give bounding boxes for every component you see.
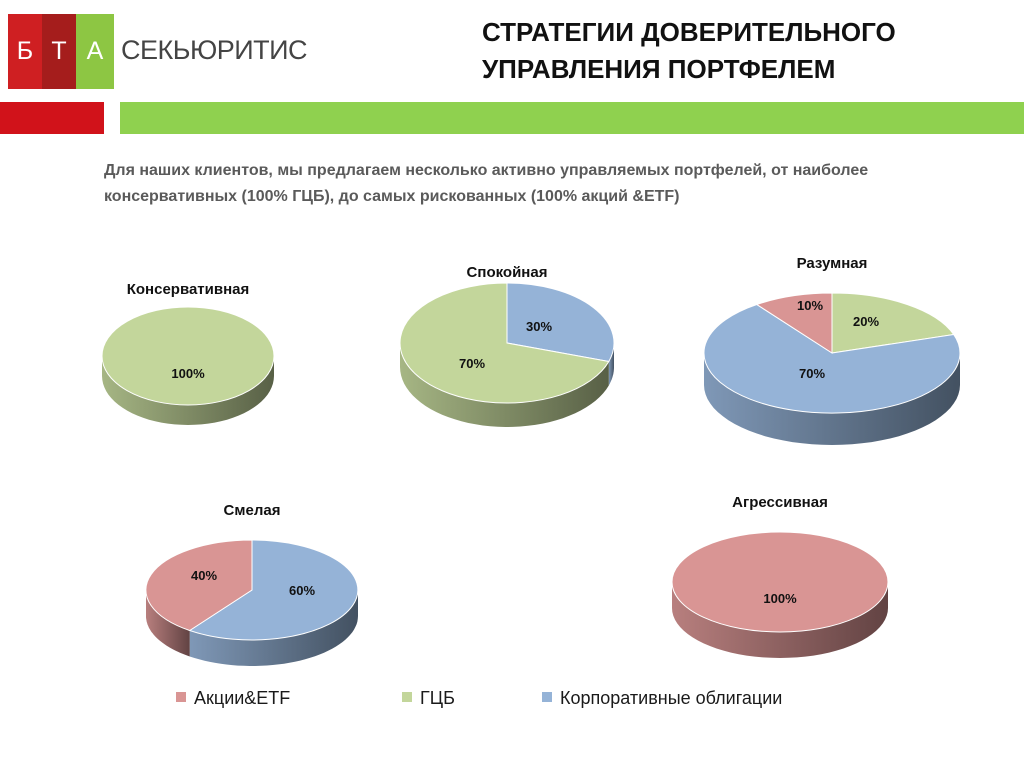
- header-accent-bar-red: [0, 102, 104, 134]
- pie-side-corporate-bonds: [704, 353, 960, 445]
- pie-data-label-gov-bonds: 70%: [459, 356, 485, 371]
- pie-slice-corporate-bonds: [188, 539, 359, 641]
- pie-side-stocks-etf: [146, 590, 190, 657]
- legend-item-gov-bonds: ГЦБ: [401, 688, 455, 709]
- pie-data-label-gov-bonds: 100%: [171, 366, 205, 381]
- intro-text: Для наших клиентов, мы предлагаем нескол…: [104, 158, 1014, 210]
- slide-title: СТРАТЕГИИ ДОВЕРИТЕЛЬНОГО УПРАВЛЕНИЯ ПОРТ…: [482, 14, 1002, 88]
- pie-chart-1: Консервативная 100%: [101, 281, 275, 425]
- pie-slice-gov-bonds: [399, 282, 610, 404]
- legend-item-corporate-bonds: Корпоративные облигации: [541, 688, 782, 709]
- pie-side-gov-bonds: [400, 343, 609, 427]
- pie-data-label-stocks-etf: 100%: [763, 591, 797, 606]
- pie-slice-gov-bonds: [101, 306, 275, 406]
- intro-text-line-2: консервативных (100% ГЦБ), до самых риск…: [104, 188, 680, 205]
- pie-data-label-stocks-etf: 40%: [191, 568, 217, 583]
- pie-chart-title: Консервативная: [127, 281, 250, 298]
- pie-data-label-corporate-bonds: 30%: [526, 319, 552, 334]
- pie-side-gov-bonds: [102, 356, 274, 425]
- company-logo: Б Т А СЕКЬЮРИТИС: [8, 14, 328, 89]
- pie-slice-stocks-etf: [755, 292, 833, 354]
- slide-title-line-2: УПРАВЛЕНИЯ ПОРТФЕЛЕМ: [482, 54, 836, 84]
- pie-slice-corporate-bonds: [703, 303, 961, 414]
- pie-side-stocks-etf: [672, 582, 888, 658]
- pie-chart-title: Смелая: [224, 502, 281, 519]
- logo-letter-t: Т: [42, 14, 76, 89]
- logo-letter-a: А: [76, 14, 114, 89]
- legend-swatch-stocks-etf: [175, 691, 187, 703]
- legend-item-stocks-etf: Акции&ETF: [175, 688, 290, 709]
- legend-swatch-corporate-bonds: [541, 691, 553, 703]
- pie-chart-4: Смелая 60% 40%: [145, 502, 359, 666]
- legend-label-gov-bonds: ГЦБ: [420, 688, 455, 708]
- slide-title-line-1: СТРАТЕГИИ ДОВЕРИТЕЛЬНОГО: [482, 17, 896, 47]
- legend-label-corporate-bonds: Корпоративные облигации: [560, 688, 783, 708]
- pie-chart-3: Разумная 20% 70% 10%: [703, 255, 961, 445]
- pie-chart-title: Спокойная: [467, 264, 548, 281]
- pie-side-corporate-bonds: [189, 590, 358, 666]
- pie-slice-stocks-etf: [671, 531, 889, 633]
- pie-data-label-corporate-bonds: 60%: [289, 583, 315, 598]
- chart-legend: Акции&ETF ГЦБ Корпоративные облигации: [0, 688, 1024, 712]
- logo-letter-b: Б: [8, 14, 42, 89]
- logo-company-name: СЕКЬЮРИТИС: [121, 35, 308, 65]
- pie-slice-gov-bonds: [831, 292, 955, 354]
- pie-data-label-stocks-etf: 10%: [797, 298, 823, 313]
- pie-slice-stocks-etf: [145, 539, 253, 632]
- pie-chart-2: Спокойная 30% 70%: [399, 264, 615, 427]
- intro-text-line-1: Для наших клиентов, мы предлагаем нескол…: [104, 162, 869, 179]
- pie-data-label-gov-bonds: 20%: [853, 314, 879, 329]
- legend-label-stocks-etf: Акции&ETF: [194, 688, 291, 708]
- pie-data-label-corporate-bonds: 70%: [799, 366, 825, 381]
- pie-chart-title: Разумная: [797, 255, 868, 272]
- legend-swatch-gov-bonds: [401, 691, 413, 703]
- pie-slice-corporate-bonds: [506, 282, 615, 363]
- header-accent-bar-green: [120, 102, 1024, 134]
- pie-chart-title: Агрессивная: [732, 494, 828, 511]
- pie-chart-5: Агрессивная 100%: [671, 494, 889, 658]
